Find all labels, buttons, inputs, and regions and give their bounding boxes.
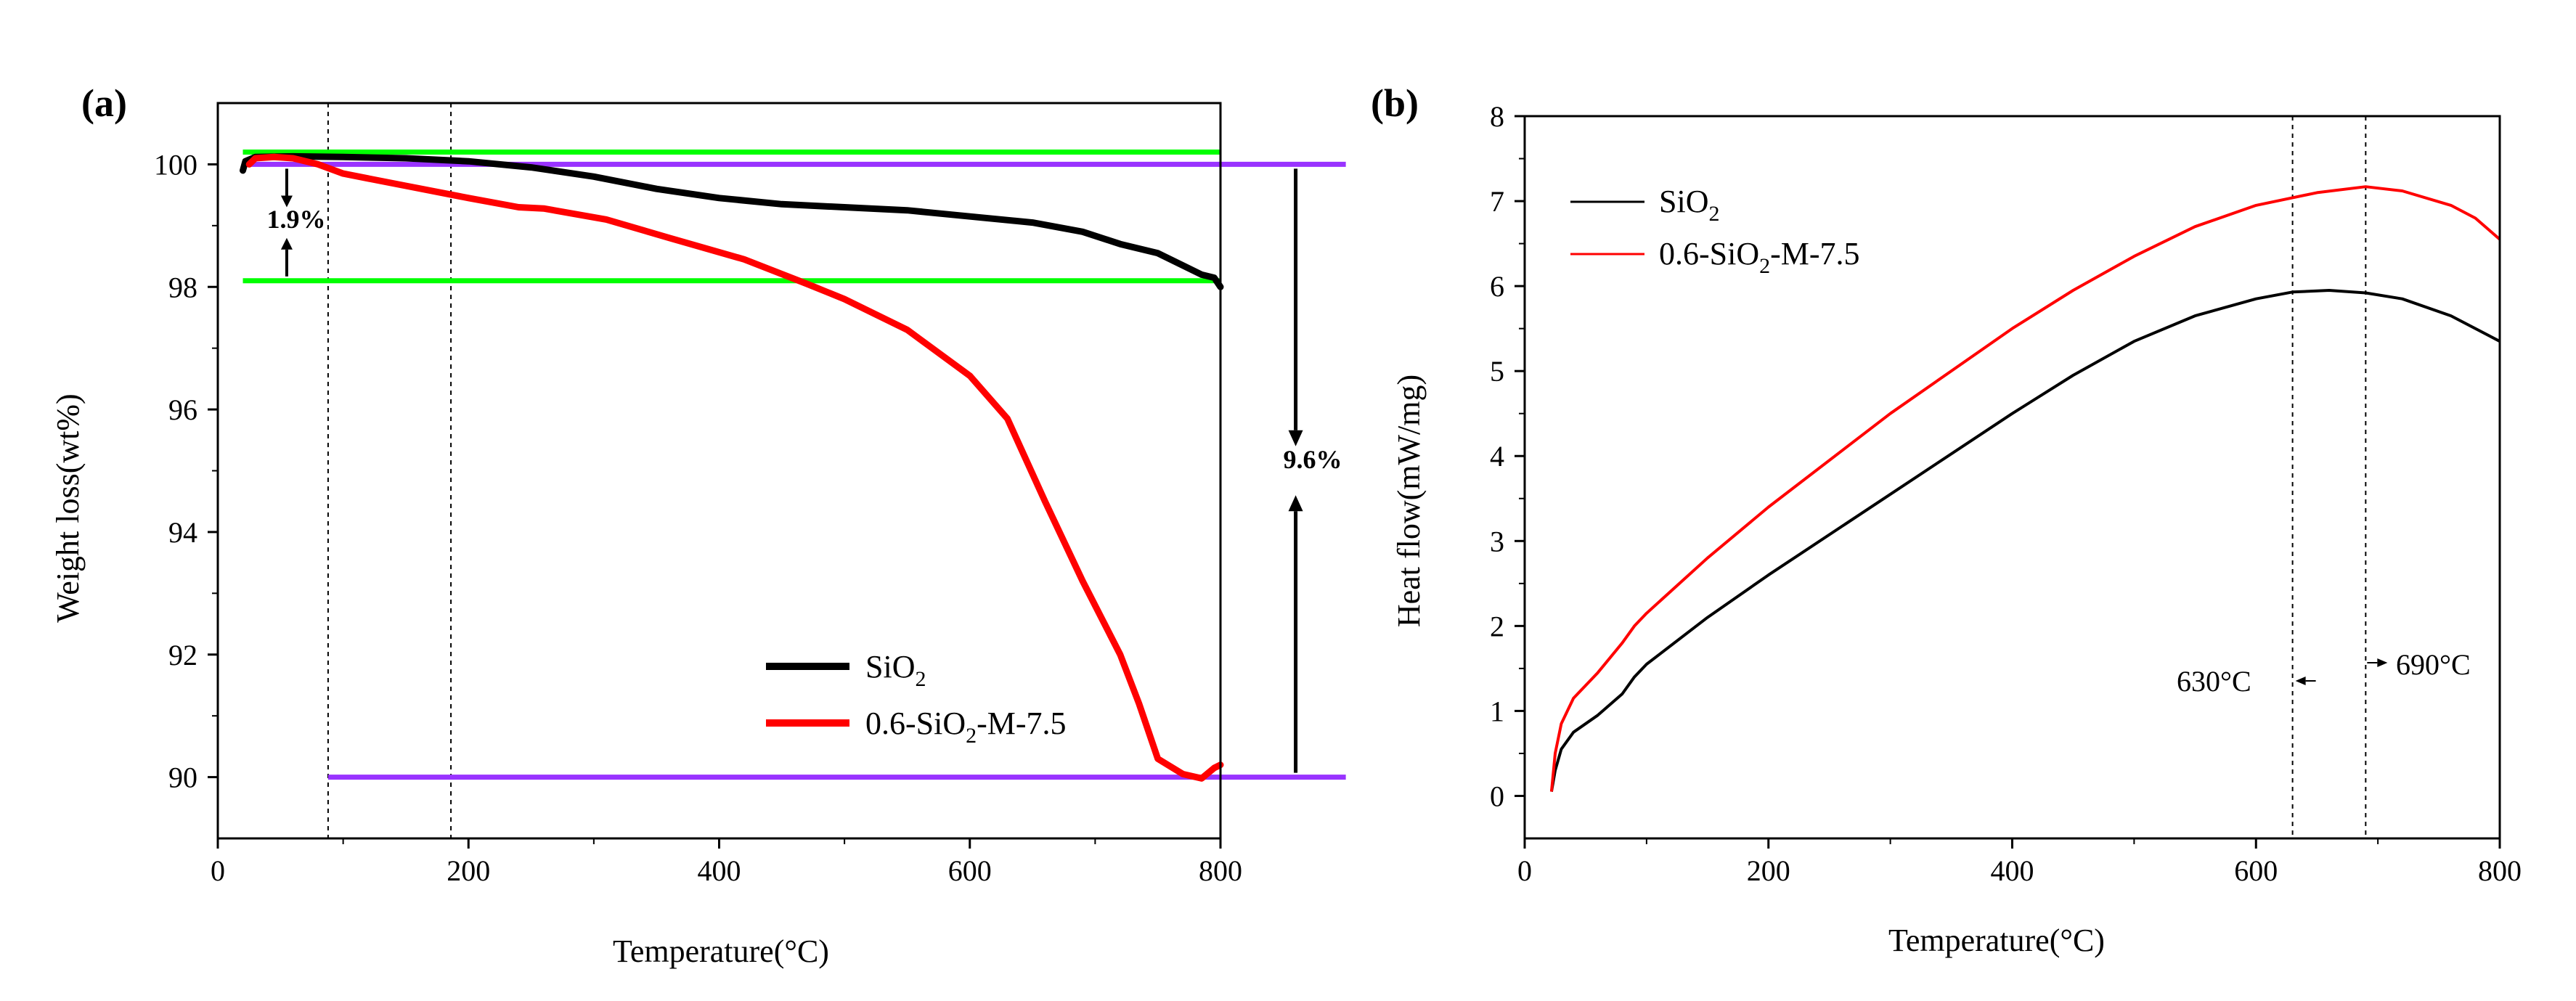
legend-label-sio2-m-a: 0.6-SiO2-M-7.5 bbox=[865, 706, 1067, 748]
y-tick-label: 3 bbox=[1490, 525, 1504, 557]
y-tick-label: 6 bbox=[1490, 270, 1504, 303]
x-tick-label: 600 bbox=[948, 854, 992, 887]
x-tick-label: 0 bbox=[1517, 854, 1532, 887]
x-axis-title-b: Temperature(°C) bbox=[1888, 923, 2105, 958]
y-tick-label: 2 bbox=[1490, 610, 1504, 642]
arrowhead-large-up bbox=[1288, 495, 1303, 512]
peak-mod-label: 690°C bbox=[2396, 648, 2471, 681]
x-tick-label: 600 bbox=[2234, 854, 2278, 887]
x-tick-label: 200 bbox=[447, 854, 490, 887]
annotation-large-loss: 9.6% bbox=[1284, 168, 1342, 773]
legend-label-sio2-b: SiO2 bbox=[1659, 184, 1719, 226]
arrowhead-large-down bbox=[1288, 430, 1303, 446]
annotation-small-loss: 1.9% bbox=[267, 168, 326, 277]
y-tick-label: 100 bbox=[154, 148, 197, 181]
legend-label-sio2-a: SiO2 bbox=[865, 649, 926, 691]
x-tick-label: 400 bbox=[1991, 854, 2034, 887]
peak-sio2-label: 630°C bbox=[2177, 665, 2251, 698]
arrowhead-small-down bbox=[280, 195, 293, 208]
arrowhead-peak-mod bbox=[2377, 658, 2388, 667]
arrowhead-peak-sio2 bbox=[2295, 677, 2306, 685]
legend-a: SiO2 0.6-SiO2-M-7.5 bbox=[766, 649, 1067, 748]
x-tick-label: 400 bbox=[698, 854, 741, 887]
annotation-peak-mod: 690°C bbox=[2367, 648, 2471, 681]
series-line-sio2-weight bbox=[240, 152, 1224, 290]
legend-b: SiO2 0.6-SiO2-M-7.5 bbox=[1570, 184, 1860, 278]
y-tick-label: 98 bbox=[168, 271, 197, 303]
x-tick-label: 200 bbox=[1747, 854, 1790, 887]
series-line-sio2-heat bbox=[1549, 289, 2500, 792]
axis-ticks-a: 0 200 400 600 800 90 92 94 96 98 100 bbox=[154, 148, 1242, 887]
x-tick-label: 800 bbox=[2478, 854, 2522, 887]
plot-frame-b bbox=[1523, 115, 2501, 840]
panel-a-label: (a) bbox=[81, 81, 127, 125]
y-tick-label: 5 bbox=[1490, 355, 1504, 388]
y-tick-label: 8 bbox=[1490, 100, 1504, 133]
y-tick-label: 0 bbox=[1490, 780, 1504, 812]
y-tick-label: 7 bbox=[1490, 185, 1504, 218]
series-line-sio2-m-heat bbox=[1549, 185, 2501, 792]
y-axis-title-b: Heat flow(mW/mg) bbox=[1391, 375, 1427, 627]
y-axis-title-a: Weight loss(wt%) bbox=[50, 393, 86, 622]
panel-a-weight-loss-chart: (a) 0 200 400 600 800 90 92 94 96 98 100 Temperatu… bbox=[50, 81, 1346, 969]
x-tick-label: 800 bbox=[1199, 854, 1242, 887]
panel-b-heat-flow-chart: (b) 0 200 400 600 800 0 1 2 3 4 5 6 7 8 Temperature(°… bbox=[1371, 81, 2522, 958]
axis-ticks-b: 0 200 400 600 800 0 1 2 3 4 5 6 7 8 bbox=[1490, 100, 2522, 887]
plot-frame-a bbox=[216, 102, 1222, 840]
annotation-peak-sio2: 630°C bbox=[2177, 665, 2316, 698]
panel-b-label: (b) bbox=[1371, 81, 1419, 125]
small-loss-label: 1.9% bbox=[267, 205, 326, 234]
y-tick-label: 90 bbox=[168, 761, 197, 794]
y-tick-label: 4 bbox=[1490, 440, 1504, 473]
legend-label-sio2-m-b: 0.6-SiO2-M-7.5 bbox=[1659, 236, 1860, 278]
x-tick-label: 0 bbox=[211, 854, 225, 887]
y-tick-label: 96 bbox=[168, 393, 197, 426]
arrowhead-small-up bbox=[280, 237, 293, 250]
series-line-sio2-m-weight bbox=[245, 153, 1224, 782]
large-loss-label: 9.6% bbox=[1284, 445, 1342, 474]
y-tick-label: 94 bbox=[168, 516, 197, 549]
y-tick-label: 92 bbox=[168, 639, 197, 671]
x-axis-title-a: Temperature(°C) bbox=[613, 933, 829, 969]
y-tick-label: 1 bbox=[1490, 695, 1504, 727]
